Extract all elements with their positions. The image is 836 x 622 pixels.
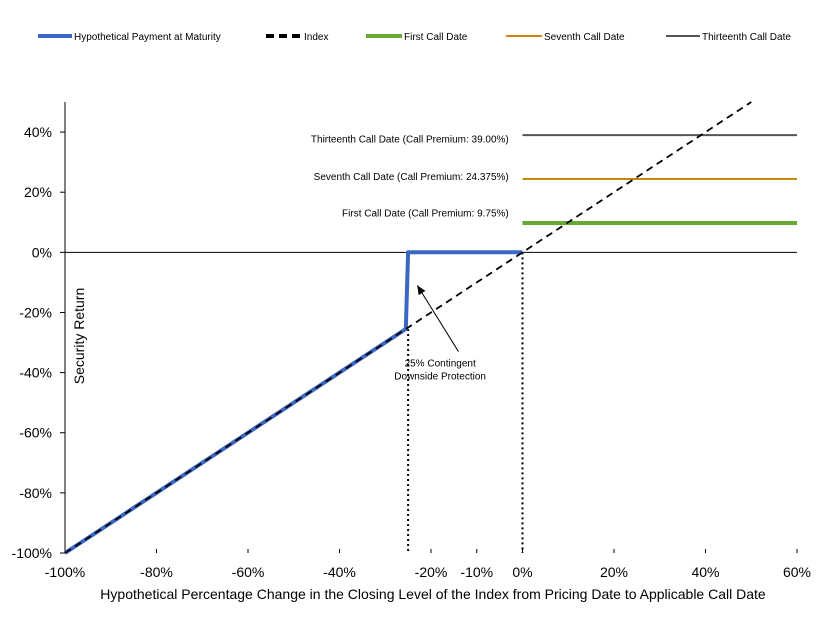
legend-item-payment: Hypothetical Payment at Maturity <box>38 32 221 43</box>
y-axis-title: Security Return <box>71 288 87 384</box>
x-tick-label: -100% <box>45 564 85 580</box>
call-premium-label: Seventh Call Date (Call Premium: 24.375%… <box>314 172 509 183</box>
y-axis-ticks: 40% 20% 0% -20% -40% -60% -80% -100% <box>12 124 65 561</box>
annotation-arrowhead <box>417 285 426 296</box>
x-tick-label: 40% <box>691 564 719 580</box>
y-tick-label: -80% <box>19 485 52 501</box>
x-tick-label: -60% <box>232 564 265 580</box>
x-tick-label: 20% <box>600 564 628 580</box>
protection-label: 25% Contingent <box>405 359 476 370</box>
reference-lines <box>65 251 797 553</box>
protection-label: Downside Protection <box>394 372 486 383</box>
y-tick-label: -20% <box>19 304 52 320</box>
legend-label-payment: Hypothetical Payment at Maturity <box>74 32 221 43</box>
x-tick-label: -40% <box>323 564 356 580</box>
y-tick-label: 40% <box>24 124 52 140</box>
x-tick-label: -80% <box>140 564 173 580</box>
y-tick-label: -40% <box>19 365 52 381</box>
x-axis-ticks: -100% -80% -60% -40% -20% -10% 0% 20% 40% 60% <box>45 549 811 580</box>
x-tick-label: -10% <box>460 564 493 580</box>
legend-label-seventh-call: Seventh Call Date <box>544 32 625 43</box>
legend-item-index: Index <box>266 32 328 43</box>
legend-label-first-call: First Call Date <box>404 32 468 43</box>
x-axis-title: Hypothetical Percentage Change in the Cl… <box>100 586 766 602</box>
legend-item-first-call: First Call Date <box>366 32 468 43</box>
call-premium-label: First Call Date (Call Premium: 9.75%) <box>342 208 509 219</box>
series-line-hypothetical-payment-at-maturity <box>63 250 523 555</box>
x-tick-label: 0% <box>512 564 532 580</box>
call-premium-label: Thirteenth Call Date (Call Premium: 39.0… <box>311 135 509 146</box>
annotation-arrow <box>416 285 459 352</box>
y-tick-label: -100% <box>12 545 52 561</box>
legend-label-index: Index <box>304 32 328 43</box>
x-tick-label: 60% <box>783 564 811 580</box>
series-layer <box>63 101 797 555</box>
legend: Hypothetical Payment at Maturity Index F… <box>38 32 791 43</box>
series-line-index <box>64 101 752 554</box>
legend-item-seventh-call: Seventh Call Date <box>506 32 625 43</box>
y-tick-label: 20% <box>24 184 52 200</box>
y-tick-label: -60% <box>19 425 52 441</box>
legend-label-thirteenth-call: Thirteenth Call Date <box>702 32 791 43</box>
y-tick-label: 0% <box>32 244 52 260</box>
annotations: Thirteenth Call Date (Call Premium: 39.0… <box>311 135 509 383</box>
legend-item-thirteenth-call: Thirteenth Call Date <box>666 32 791 43</box>
x-tick-label: -20% <box>415 564 448 580</box>
